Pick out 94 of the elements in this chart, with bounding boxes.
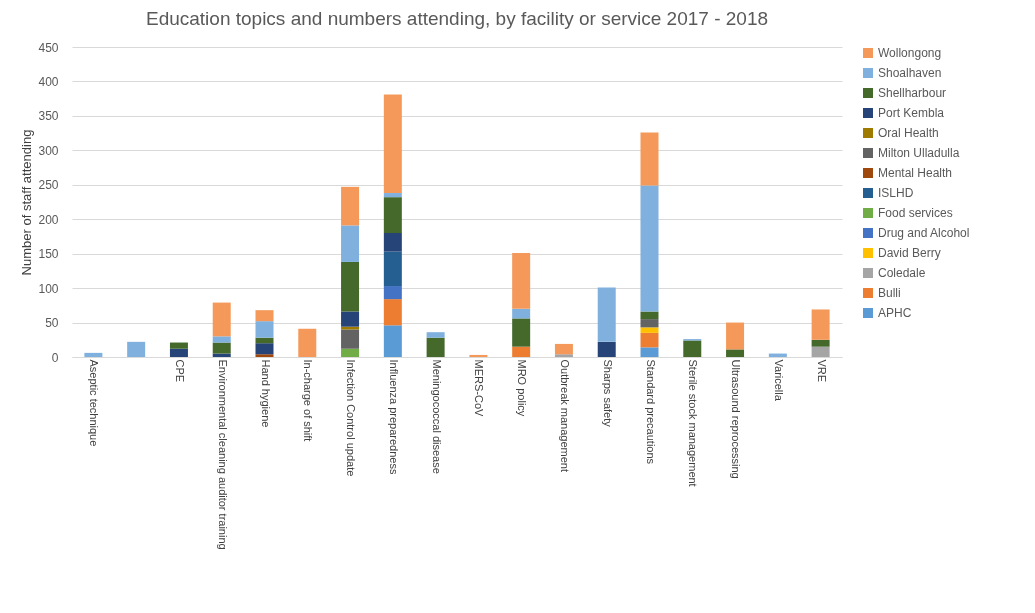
legend-label: Shellharbour — [878, 86, 947, 100]
bar — [512, 346, 531, 357]
x-tick-label: VRE — [815, 359, 828, 383]
bar — [383, 299, 402, 326]
bar — [426, 332, 445, 338]
legend-label: Wollongong — [878, 46, 942, 60]
bar — [255, 343, 274, 355]
legend-label: ISLHD — [878, 186, 914, 200]
bar — [341, 261, 360, 312]
y-tick-label: 300 — [38, 143, 59, 158]
bar — [640, 311, 659, 320]
bar — [341, 311, 360, 327]
bar — [554, 343, 573, 355]
x-tick-label: Outbreak management — [558, 359, 571, 473]
legend-label: APHC — [878, 306, 912, 320]
bar — [383, 94, 402, 194]
bar — [383, 251, 402, 287]
bar — [255, 321, 274, 338]
bar — [255, 337, 274, 344]
y-axis-title: Number of staff attending — [19, 129, 35, 276]
x-tick-label: Hand hygiene — [259, 359, 272, 428]
x-tick-label: Standard precautions — [644, 359, 657, 465]
y-tick-label: 250 — [38, 178, 59, 193]
x-tick-label: In-charge of shift — [302, 359, 315, 442]
bar — [341, 186, 360, 226]
bar — [255, 354, 274, 357]
y-tick-label: 0 — [51, 350, 59, 365]
legend-label: Mental Health — [878, 166, 953, 180]
bar — [640, 327, 659, 333]
y-tick-label: 200 — [38, 212, 59, 227]
y-tick-label: 100 — [38, 281, 59, 296]
bar — [640, 332, 659, 348]
x-tick-label: Meningococcal disease — [430, 359, 443, 474]
y-tick-label: 50 — [45, 316, 59, 331]
bar — [640, 132, 659, 186]
x-tick-label: Ultrasound reprocessing — [730, 359, 743, 479]
x-tick-label: MERS-CoV — [473, 359, 486, 418]
bar — [212, 336, 231, 343]
bar — [426, 337, 445, 357]
bar — [554, 354, 573, 357]
x-tick-label: Varicella — [772, 359, 785, 402]
bar — [383, 286, 402, 300]
bar — [512, 318, 531, 347]
legend-label: Oral Health — [878, 126, 939, 140]
bar — [298, 328, 317, 357]
bar — [255, 310, 274, 322]
legend-label: Milton Ulladulla — [878, 146, 960, 160]
legend-label: Drug and Alcohol — [878, 226, 970, 240]
bar — [341, 329, 360, 349]
bar — [597, 287, 616, 342]
bar — [640, 319, 659, 328]
bar — [169, 342, 188, 349]
x-tick-label: Sharps safety — [601, 359, 614, 428]
legend-label: Shoalhaven — [878, 66, 942, 80]
bar — [341, 225, 360, 262]
x-tick-label: MRO policy — [516, 359, 529, 417]
bar — [811, 346, 830, 357]
bar — [212, 302, 231, 337]
x-tick-label: Sterile stock management — [687, 359, 700, 487]
x-tick-label: Influenza preparedness — [387, 359, 400, 475]
bar — [212, 342, 231, 354]
bar — [383, 233, 402, 252]
x-tick-label: Aseptic technique — [88, 359, 101, 447]
bar — [597, 341, 616, 357]
legend-label: Food services — [878, 206, 953, 220]
bar — [726, 349, 745, 357]
y-tick-label: 450 — [38, 40, 59, 55]
legend-label: Port Kembla — [878, 106, 945, 120]
x-tick-label: CPE — [173, 359, 186, 383]
bar — [811, 309, 830, 340]
bar — [341, 348, 360, 357]
x-tick-label: Infection Control update — [345, 359, 358, 477]
legend-label: David Berry — [878, 246, 941, 260]
bar — [512, 252, 531, 309]
bar — [169, 348, 188, 357]
legend-label: Coledale — [878, 266, 926, 280]
x-tick-label: Environmental cleaning auditor training — [216, 359, 229, 550]
bar — [683, 340, 702, 357]
y-tick-label: 400 — [38, 74, 59, 89]
bar — [640, 185, 659, 312]
legend-label: Bulli — [878, 286, 901, 300]
y-tick-label: 150 — [38, 247, 59, 262]
bar — [127, 341, 146, 357]
bar — [383, 197, 402, 233]
bar — [469, 354, 488, 357]
bar — [383, 193, 402, 198]
bar — [512, 308, 531, 319]
y-tick-label: 350 — [38, 109, 59, 124]
bar — [726, 322, 745, 350]
bar — [84, 352, 103, 357]
chart-title: Education topics and numbers attending, by facility or service 2017 - 2018 — [145, 8, 769, 29]
bar — [383, 325, 402, 357]
bar — [640, 347, 659, 357]
bar — [811, 339, 830, 347]
